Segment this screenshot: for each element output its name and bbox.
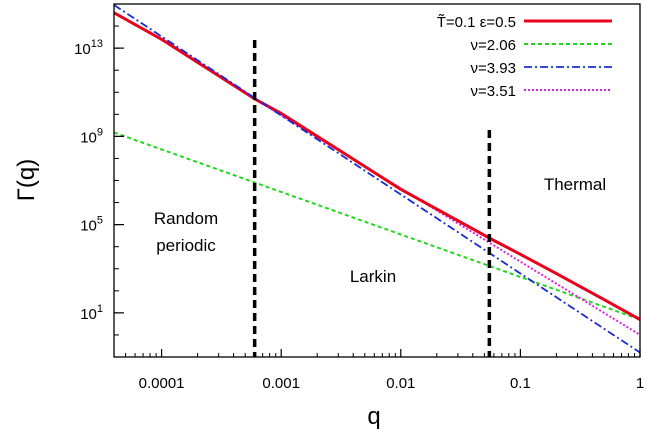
x-tick-label: 0.001 [262,375,300,392]
x-tick-label: 1 [636,375,644,392]
series-line [114,11,640,321]
y-tick-label: 105 [80,215,103,235]
series-line [114,4,640,354]
legend-label: T̃=0.1 ε=0.5 [437,14,516,31]
x-axis-title: q [367,403,380,430]
region-label-line: periodic [156,236,216,255]
y-axis-title: Γ(q) [13,159,40,202]
legend-swatches [524,19,612,91]
region-label-thermal: Thermal [544,175,606,194]
y-tick-label: 109 [80,126,103,146]
series-line [254,98,640,336]
x-tick-label: 0.01 [386,375,415,392]
y-axis: 101 105 109 1013 [74,3,124,358]
legend: T̃=0.1 ε=0.5 ν=2.06 ν=3.93 ν=3.51 [392,6,624,106]
y-tick-label: 1013 [74,38,103,58]
series-line [114,131,640,321]
legend-label: ν=3.51 [471,83,516,100]
y-tick-label: 101 [80,303,103,323]
region-label-random-periodic: Random periodic [154,209,218,255]
legend-label: ν=3.93 [471,60,516,77]
region-label-line: Random [154,209,218,228]
region-boundaries [252,40,492,357]
region-label-larkin: Larkin [350,267,396,286]
x-axis: 0.0001 0.001 0.01 0.1 1 [113,349,644,392]
x-tick-label: 0.0001 [139,375,185,392]
legend-label: ν=2.06 [471,37,516,54]
plot-lines [114,4,640,354]
x-tick-label: 0.1 [510,375,531,392]
